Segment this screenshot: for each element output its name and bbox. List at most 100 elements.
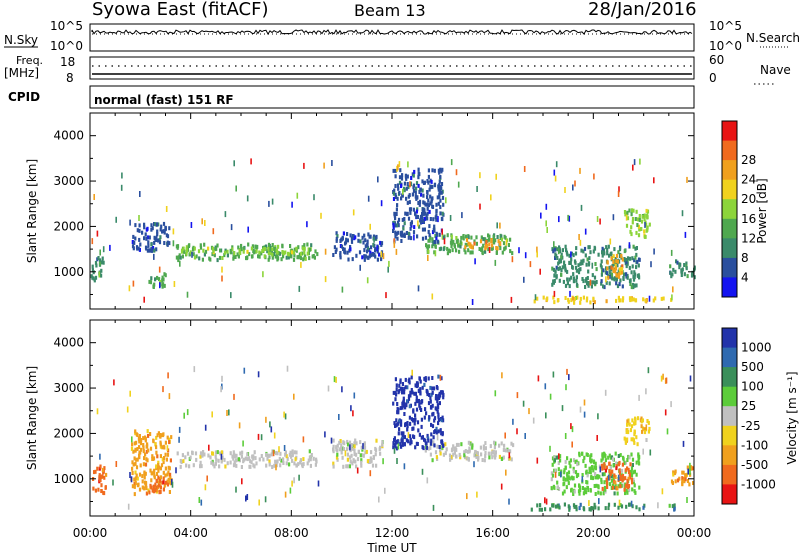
velocity-cell xyxy=(424,438,427,443)
power-cell xyxy=(460,235,463,240)
power-cell xyxy=(433,250,436,255)
power-cell xyxy=(192,252,195,257)
velocity-cell xyxy=(245,495,247,502)
power-cell xyxy=(476,186,478,192)
velocity-cell xyxy=(327,385,330,392)
velocity-cell xyxy=(624,476,627,481)
velocity-cell xyxy=(103,491,106,496)
velocity-cell xyxy=(353,452,356,457)
power-cell xyxy=(615,273,618,278)
velocity-cell xyxy=(401,382,404,386)
power-cell xyxy=(271,247,274,252)
velocity-cell xyxy=(384,487,386,494)
power-cell xyxy=(503,247,506,252)
velocity-cell xyxy=(630,477,633,482)
power-cell xyxy=(628,265,631,270)
velocity-cell xyxy=(135,440,138,445)
power-cell xyxy=(637,217,640,222)
power-cell xyxy=(429,236,431,243)
power-cell xyxy=(159,227,162,232)
velocity-cell xyxy=(352,459,355,463)
velocity-cell xyxy=(482,444,485,449)
velocity-echo-region xyxy=(176,449,318,469)
velocity-cell xyxy=(141,474,144,479)
velocity-cell xyxy=(434,450,438,455)
velocity-cell xyxy=(563,468,566,473)
velocity-cell xyxy=(421,435,424,440)
power-cell xyxy=(401,217,404,222)
velocity-cell xyxy=(437,414,440,419)
power-cell xyxy=(412,188,416,193)
power-cell xyxy=(161,284,164,289)
power-cell xyxy=(439,198,442,203)
velocity-cell xyxy=(424,407,427,412)
velocity-cell xyxy=(564,433,567,439)
velocity-cell xyxy=(99,464,102,469)
velocity-cell xyxy=(434,396,437,401)
power-cell xyxy=(630,232,633,237)
velocity-cell xyxy=(590,466,593,471)
velocity-cell xyxy=(279,463,282,468)
power-cell xyxy=(416,215,420,219)
power-cell xyxy=(424,235,427,240)
velocity-cell xyxy=(165,457,168,462)
velocity-cell xyxy=(164,480,167,485)
velocity-cell xyxy=(645,424,648,431)
velocity-cell xyxy=(628,488,631,493)
velocity-cell xyxy=(340,443,343,448)
velocity-cell xyxy=(552,371,555,378)
velocity-cell xyxy=(135,473,138,478)
velocity-cell xyxy=(588,507,591,512)
velocity-cell xyxy=(224,464,227,469)
velocity-cell xyxy=(315,459,318,464)
power-cell xyxy=(92,276,95,281)
velocity-cell xyxy=(204,424,207,431)
velocity-cell xyxy=(578,484,581,489)
velocity-cell xyxy=(436,399,439,404)
power-cell xyxy=(268,200,270,207)
power-cell xyxy=(587,245,590,250)
power-cell xyxy=(143,225,146,230)
power-cell xyxy=(573,300,576,305)
velocity-cell xyxy=(406,385,409,390)
power-cell xyxy=(570,251,573,256)
power-cell xyxy=(434,233,437,238)
power-cell xyxy=(633,283,637,288)
velocity-cell xyxy=(549,507,552,512)
velocity-cell xyxy=(688,482,691,487)
power-cell xyxy=(158,277,161,282)
velocity-cell xyxy=(614,480,617,485)
velocity-cell xyxy=(476,491,478,498)
velocity-cell xyxy=(168,437,171,442)
power-cell xyxy=(599,218,601,225)
power-cell xyxy=(359,239,362,244)
velocity-cell xyxy=(504,448,507,453)
velocity-cell xyxy=(424,378,427,383)
power-cell xyxy=(177,258,180,263)
power-cell xyxy=(97,256,100,260)
power-cell xyxy=(242,246,245,251)
velocity-cell xyxy=(616,486,619,491)
power-cell xyxy=(615,298,618,303)
velocity-cell xyxy=(101,467,104,472)
power-cell xyxy=(373,236,375,243)
velocity-cell xyxy=(162,386,164,393)
velocity-cell xyxy=(166,482,169,487)
power-cell xyxy=(186,247,189,252)
velocity-cell xyxy=(664,409,667,416)
velocity-cell xyxy=(131,471,134,475)
velocity-cell xyxy=(157,431,160,436)
colorbar-swatch xyxy=(722,425,737,446)
power-cell xyxy=(376,257,379,262)
power-cell xyxy=(417,183,420,188)
power-cell xyxy=(456,238,459,243)
power-cell xyxy=(593,275,597,280)
velocity-cell xyxy=(288,462,291,467)
power-cell xyxy=(339,255,342,260)
power-cell xyxy=(269,247,272,252)
velocity-cell xyxy=(638,461,641,466)
power-cell xyxy=(436,195,439,200)
power-cell xyxy=(405,196,408,201)
velocity-cell xyxy=(284,452,287,457)
power-cell xyxy=(630,225,633,230)
